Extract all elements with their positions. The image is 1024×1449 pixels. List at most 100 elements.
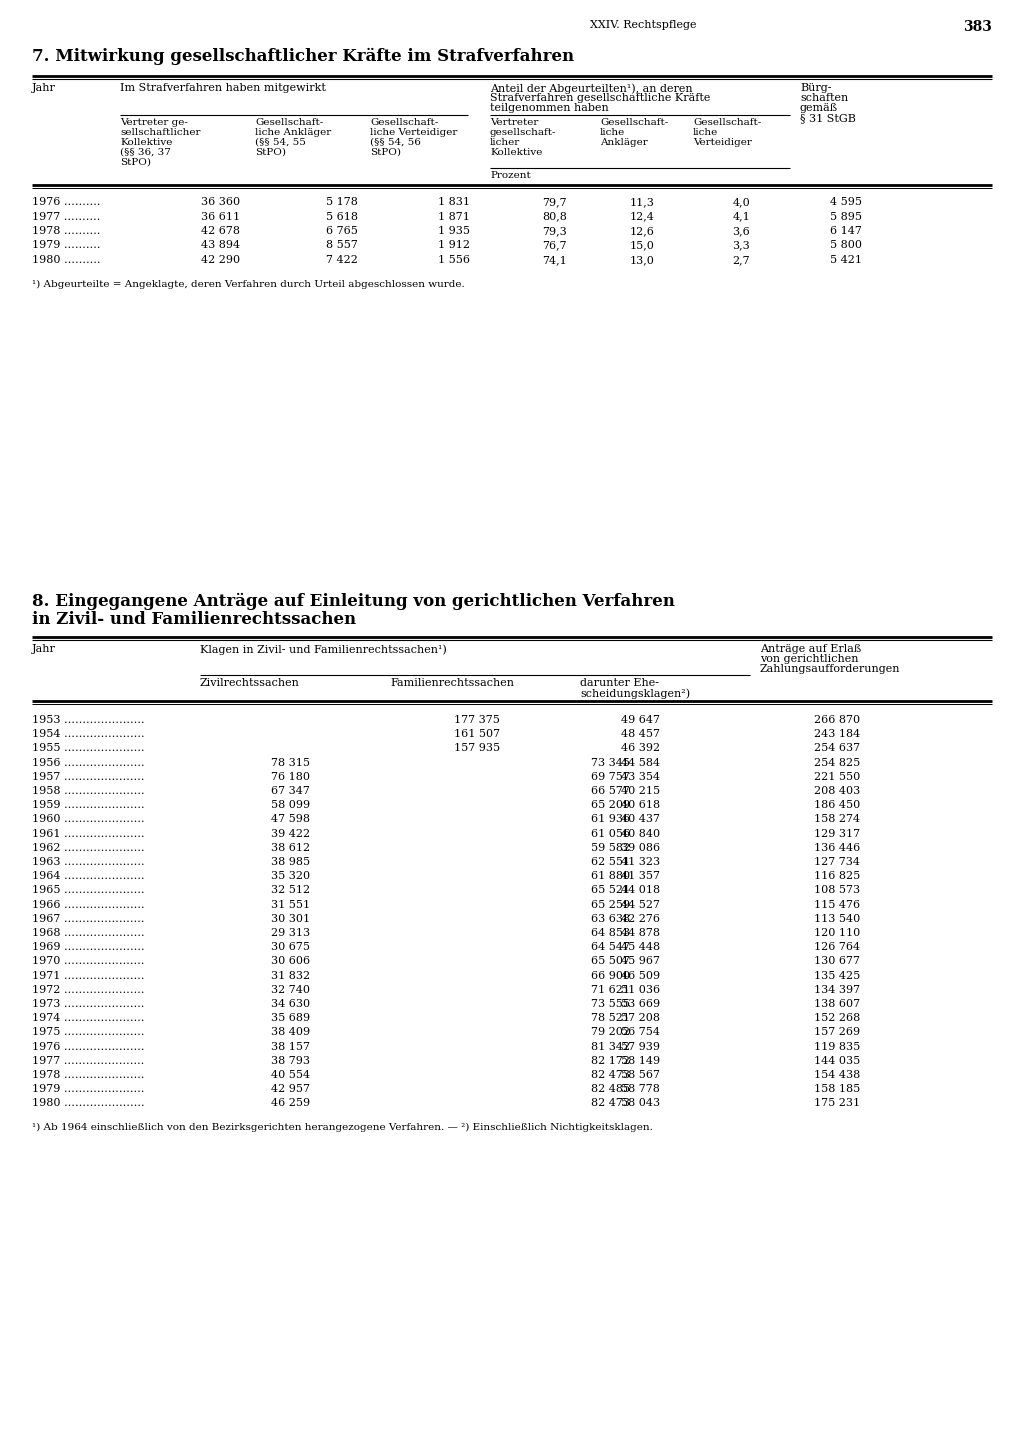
Text: 1979 ………………….: 1979 …………………. <box>32 1084 144 1094</box>
Text: 76,7: 76,7 <box>543 241 567 251</box>
Text: 1980 ………………….: 1980 …………………. <box>32 1098 144 1108</box>
Text: 6 147: 6 147 <box>830 226 862 236</box>
Text: Familienrechtssachen: Familienrechtssachen <box>390 678 514 688</box>
Text: 51 036: 51 036 <box>621 985 660 995</box>
Text: liche Ankläger: liche Ankläger <box>255 128 331 138</box>
Text: 47 598: 47 598 <box>271 814 310 824</box>
Text: 161 507: 161 507 <box>454 729 500 739</box>
Text: 1977 ………………….: 1977 …………………. <box>32 1056 144 1066</box>
Text: 58 149: 58 149 <box>621 1056 660 1066</box>
Text: 15,0: 15,0 <box>630 241 655 251</box>
Text: 73 555: 73 555 <box>591 998 630 1009</box>
Text: 61 936: 61 936 <box>591 814 630 824</box>
Text: 12,6: 12,6 <box>630 226 655 236</box>
Text: 1957 ………………….: 1957 …………………. <box>32 772 144 782</box>
Text: 157 935: 157 935 <box>454 743 500 753</box>
Text: 82 485: 82 485 <box>591 1084 630 1094</box>
Text: 1973 ………………….: 1973 …………………. <box>32 998 144 1009</box>
Text: 39 086: 39 086 <box>621 843 660 853</box>
Text: 79 202: 79 202 <box>591 1027 630 1037</box>
Text: 5 421: 5 421 <box>830 255 862 265</box>
Text: 157 269: 157 269 <box>814 1027 860 1037</box>
Text: 1977 ……….: 1977 ………. <box>32 212 100 222</box>
Text: 154 438: 154 438 <box>814 1069 860 1080</box>
Text: 36 611: 36 611 <box>201 212 240 222</box>
Text: 108 573: 108 573 <box>814 885 860 895</box>
Text: 1 912: 1 912 <box>438 241 470 251</box>
Text: 69 757: 69 757 <box>591 772 630 782</box>
Text: Zivilrechtssachen: Zivilrechtssachen <box>200 678 300 688</box>
Text: 42 276: 42 276 <box>621 914 660 924</box>
Text: 42 957: 42 957 <box>271 1084 310 1094</box>
Text: StPO): StPO) <box>255 148 286 156</box>
Text: 1958 ………………….: 1958 …………………. <box>32 785 144 796</box>
Text: 1 831: 1 831 <box>438 197 470 207</box>
Text: 1963 ………………….: 1963 …………………. <box>32 856 144 867</box>
Text: 1966 ………………….: 1966 …………………. <box>32 900 144 910</box>
Text: 43 354: 43 354 <box>621 772 660 782</box>
Text: 66 900: 66 900 <box>591 971 630 981</box>
Text: 49 647: 49 647 <box>621 714 660 724</box>
Text: 152 268: 152 268 <box>814 1013 860 1023</box>
Text: schaften: schaften <box>800 93 848 103</box>
Text: 3,6: 3,6 <box>732 226 750 236</box>
Text: 1 871: 1 871 <box>438 212 470 222</box>
Text: 138 607: 138 607 <box>814 998 860 1009</box>
Text: Klagen in Zivil- und Familienrechtssachen¹): Klagen in Zivil- und Familienrechtssache… <box>200 643 446 655</box>
Text: ¹) Abgeurteilte = Angeklagte, deren Verfahren durch Urteil abgeschlossen wurde.: ¹) Abgeurteilte = Angeklagte, deren Verf… <box>32 280 465 288</box>
Text: liche Verteidiger: liche Verteidiger <box>370 128 458 138</box>
Text: 5 800: 5 800 <box>830 241 862 251</box>
Text: 46 392: 46 392 <box>621 743 660 753</box>
Text: StPO): StPO) <box>370 148 401 156</box>
Text: 48 457: 48 457 <box>621 729 660 739</box>
Text: 1964 ………………….: 1964 …………………. <box>32 871 144 881</box>
Text: 58 043: 58 043 <box>621 1098 660 1108</box>
Text: 134 397: 134 397 <box>814 985 860 995</box>
Text: 40 840: 40 840 <box>621 829 660 839</box>
Text: 129 317: 129 317 <box>814 829 860 839</box>
Text: 38 793: 38 793 <box>271 1056 310 1066</box>
Text: 67 347: 67 347 <box>271 785 310 796</box>
Text: 4,0: 4,0 <box>732 197 750 207</box>
Text: 254 825: 254 825 <box>814 758 860 768</box>
Text: 1959 ………………….: 1959 …………………. <box>32 800 144 810</box>
Text: 79,3: 79,3 <box>543 226 567 236</box>
Text: 2,7: 2,7 <box>732 255 750 265</box>
Text: Bürg-: Bürg- <box>800 83 831 93</box>
Text: 61 880: 61 880 <box>591 871 630 881</box>
Text: 1 935: 1 935 <box>438 226 470 236</box>
Text: 1972 ………………….: 1972 …………………. <box>32 985 144 995</box>
Text: 130 677: 130 677 <box>814 956 860 966</box>
Text: 41 323: 41 323 <box>621 856 660 867</box>
Text: Im Strafverfahren haben mitgewirkt: Im Strafverfahren haben mitgewirkt <box>120 83 326 93</box>
Text: 81 342: 81 342 <box>591 1042 630 1052</box>
Text: 65 259: 65 259 <box>591 900 630 910</box>
Text: 76 180: 76 180 <box>271 772 310 782</box>
Text: 1954 ………………….: 1954 …………………. <box>32 729 144 739</box>
Text: 5 618: 5 618 <box>326 212 358 222</box>
Text: 73 345: 73 345 <box>591 758 630 768</box>
Text: 1962 ………………….: 1962 …………………. <box>32 843 144 853</box>
Text: 126 764: 126 764 <box>814 942 860 952</box>
Text: 1965 ………………….: 1965 …………………. <box>32 885 144 895</box>
Text: 7 422: 7 422 <box>326 255 358 265</box>
Text: licher: licher <box>490 138 520 146</box>
Text: 5 178: 5 178 <box>326 197 358 207</box>
Text: 116 825: 116 825 <box>814 871 860 881</box>
Text: 43 894: 43 894 <box>201 241 240 251</box>
Text: 44 584: 44 584 <box>621 758 660 768</box>
Text: 1960 ………………….: 1960 …………………. <box>32 814 144 824</box>
Text: in Zivil- und Familienrechtssachen: in Zivil- und Familienrechtssachen <box>32 611 356 627</box>
Text: 1969 ………………….: 1969 …………………. <box>32 942 144 952</box>
Text: darunter Ehe-: darunter Ehe- <box>580 678 659 688</box>
Text: 1974 ………………….: 1974 …………………. <box>32 1013 144 1023</box>
Text: 136 446: 136 446 <box>814 843 860 853</box>
Text: 65 521: 65 521 <box>591 885 630 895</box>
Text: 1976 ……….: 1976 ………. <box>32 197 100 207</box>
Text: 135 425: 135 425 <box>814 971 860 981</box>
Text: 74,1: 74,1 <box>543 255 567 265</box>
Text: Gesellschaft-: Gesellschaft- <box>255 117 324 128</box>
Text: 119 835: 119 835 <box>814 1042 860 1052</box>
Text: 57 208: 57 208 <box>621 1013 660 1023</box>
Text: 32 512: 32 512 <box>271 885 310 895</box>
